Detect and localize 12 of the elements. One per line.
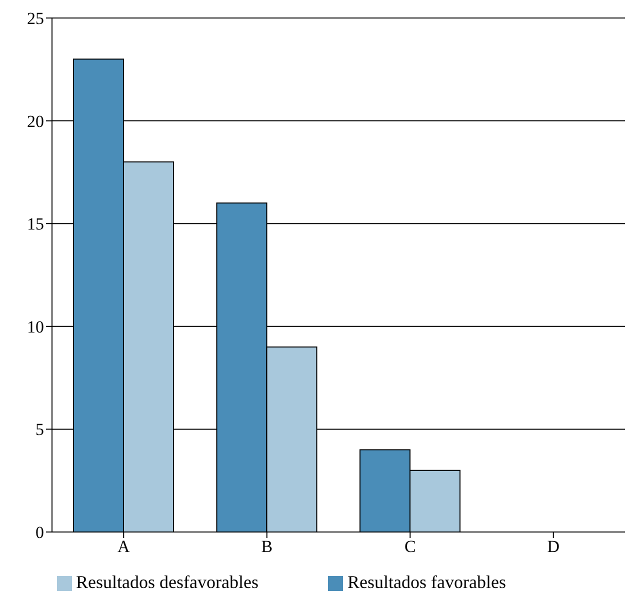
x-tick-label: D <box>547 537 560 556</box>
x-tick-label: A <box>117 537 130 556</box>
legend-label: Resultados desfavorables <box>76 572 258 592</box>
x-tick-label: B <box>261 537 273 556</box>
y-tick-label: 25 <box>27 9 44 28</box>
y-tick-label: 20 <box>27 112 44 131</box>
y-tick-label: 5 <box>36 420 44 440</box>
x-tick-label: C <box>404 537 416 556</box>
legend-label: Resultados favorables <box>347 572 506 592</box>
y-tick-label: 0 <box>36 523 44 542</box>
y-tick-label: 15 <box>27 214 44 234</box>
y-tick-label: 10 <box>27 317 44 336</box>
